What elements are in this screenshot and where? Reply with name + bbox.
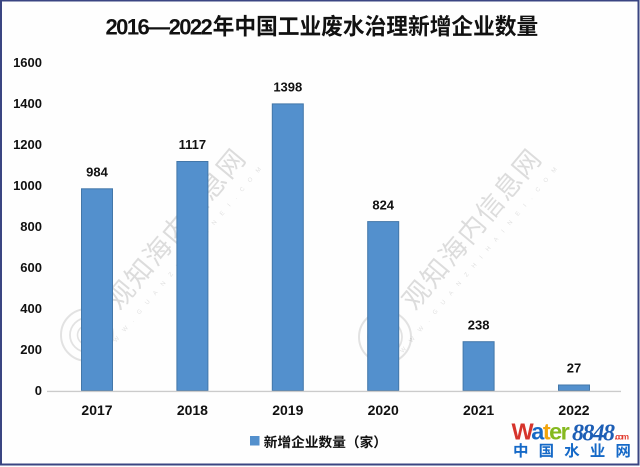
svg-text:2020: 2020 (368, 402, 399, 418)
svg-text:200: 200 (20, 342, 42, 357)
svg-text:2018: 2018 (177, 402, 208, 418)
svg-text:2022: 2022 (558, 402, 589, 418)
svg-text:800: 800 (20, 219, 42, 234)
svg-text:2021: 2021 (463, 402, 494, 418)
svg-text:1400: 1400 (13, 96, 42, 111)
svg-text:824: 824 (372, 197, 394, 212)
svg-text:2016—2022: 2016—2022 (106, 15, 213, 40)
svg-text:2019: 2019 (272, 402, 303, 418)
svg-text:1000: 1000 (13, 178, 42, 193)
svg-text:1600: 1600 (13, 55, 42, 70)
svg-text:1398: 1398 (273, 80, 302, 95)
svg-text:27: 27 (567, 361, 581, 376)
svg-text:2017: 2017 (81, 402, 112, 418)
svg-text:984: 984 (86, 165, 108, 180)
svg-text:Water: Water (512, 419, 570, 445)
svg-text:600: 600 (20, 260, 42, 275)
svg-text:0: 0 (35, 383, 42, 398)
svg-text:.com: .com (615, 432, 630, 442)
svg-text:8848: 8848 (572, 420, 615, 446)
svg-text:1117: 1117 (179, 137, 207, 152)
svg-text:238: 238 (468, 317, 490, 332)
svg-text:1200: 1200 (13, 137, 42, 152)
svg-text:400: 400 (20, 301, 42, 316)
